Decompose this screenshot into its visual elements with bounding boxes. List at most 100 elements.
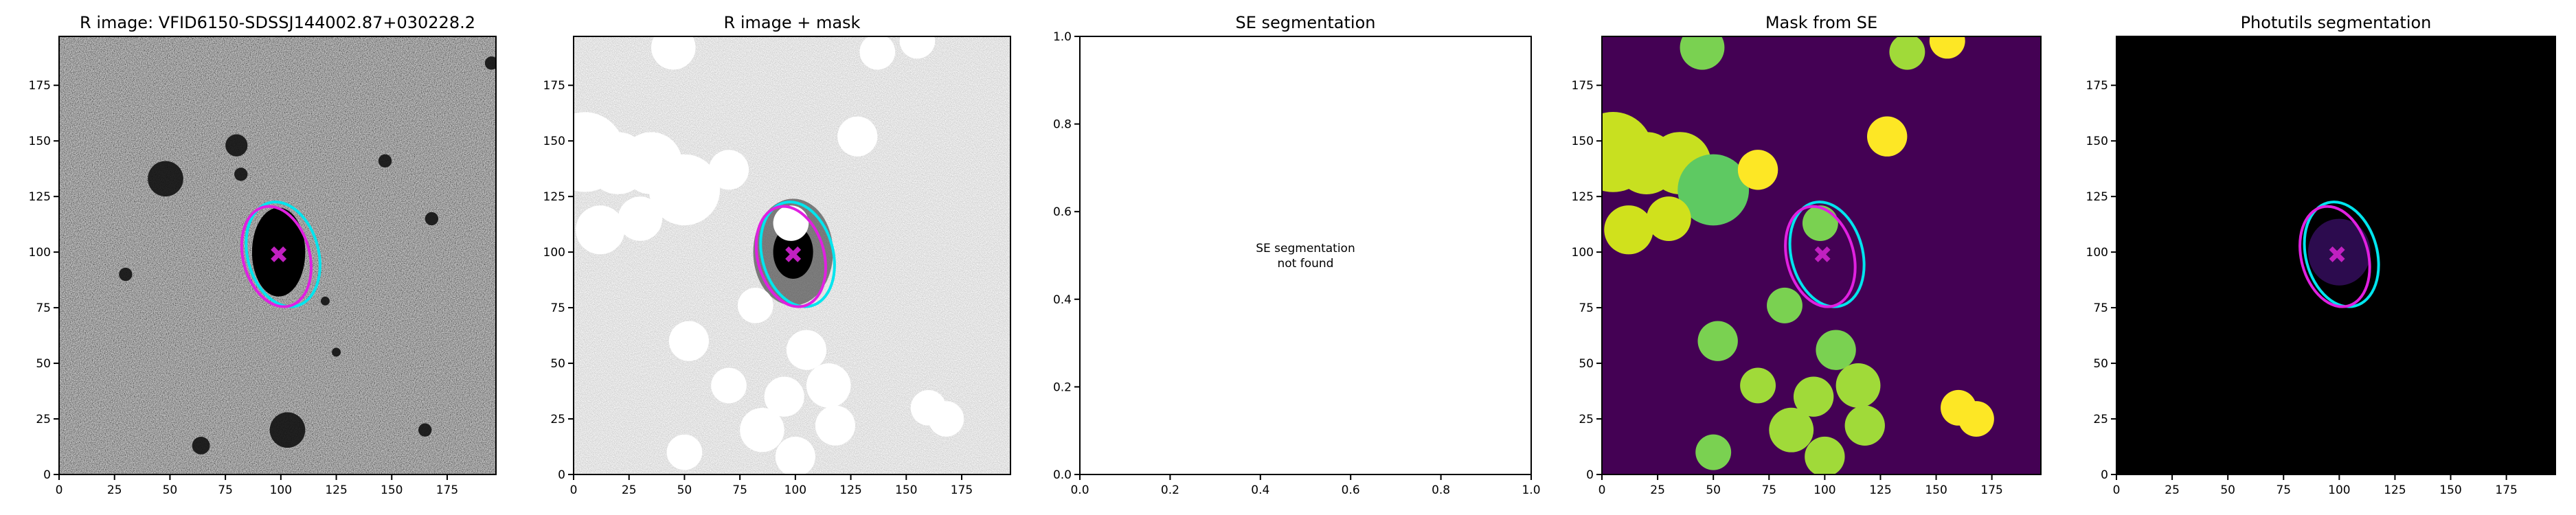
panel-title: R image: VFID6150-SDSSJ144002.87+030228.… bbox=[80, 13, 475, 32]
mask bbox=[775, 437, 815, 474]
y-tick-label: 175 bbox=[1572, 79, 1594, 93]
mask bbox=[740, 407, 784, 453]
mask bbox=[1740, 367, 1776, 404]
mask bbox=[837, 116, 878, 157]
y-tick-label: 150 bbox=[1572, 135, 1594, 148]
marker bbox=[271, 246, 287, 262]
mask bbox=[648, 154, 721, 226]
y-tick-label: 0.6 bbox=[1053, 205, 1072, 219]
x-tick-label: 175 bbox=[951, 483, 973, 497]
y-tick-label: 125 bbox=[2086, 190, 2108, 204]
mask bbox=[1604, 205, 1653, 255]
mask bbox=[576, 205, 625, 255]
y-tick-label: 25 bbox=[2093, 413, 2108, 426]
source bbox=[225, 134, 248, 157]
mask bbox=[815, 405, 856, 446]
x-tick-label: 100 bbox=[1814, 483, 1835, 497]
y-tick-label: 50 bbox=[36, 357, 51, 371]
y-tick-label: 100 bbox=[543, 246, 565, 260]
panel: 0 25 50 75 100 125 150 175 0 25 50 75 100 125 150 175 Ph… bbox=[2086, 13, 2556, 497]
mask bbox=[1793, 376, 1834, 417]
y-tick-label: 0.0 bbox=[1053, 468, 1072, 482]
source bbox=[378, 154, 392, 168]
y-tick-label: 175 bbox=[543, 79, 565, 93]
mask bbox=[618, 196, 663, 241]
x-tick-label: 0.0 bbox=[1070, 483, 1089, 497]
x-tick-label: 125 bbox=[325, 483, 347, 497]
source bbox=[234, 168, 248, 181]
x-tick-label: 150 bbox=[895, 483, 917, 497]
ellipse bbox=[754, 205, 827, 308]
source bbox=[119, 267, 133, 282]
x-tick-label: 75 bbox=[218, 483, 233, 497]
axes-frame bbox=[573, 36, 1011, 475]
marker bbox=[1814, 246, 1831, 262]
axes-frame bbox=[58, 36, 497, 475]
panel-title: SE segmentation bbox=[1236, 13, 1376, 32]
ellipse bbox=[1784, 205, 1857, 308]
y-tick-label: 0 bbox=[43, 468, 51, 482]
y-tick-label: 0.8 bbox=[1053, 118, 1072, 132]
x-tick-label: 1.0 bbox=[1522, 483, 1540, 497]
mask bbox=[666, 434, 703, 470]
ellipse bbox=[2298, 205, 2371, 308]
x-tick-label: 75 bbox=[2276, 483, 2291, 497]
y-tick-label: 150 bbox=[2086, 135, 2108, 148]
y-tick-label: 0.4 bbox=[1053, 293, 1072, 307]
mask bbox=[899, 36, 936, 59]
mask bbox=[1697, 321, 1738, 361]
mask bbox=[928, 401, 964, 437]
image bbox=[1080, 36, 1531, 474]
panel-title: Photutils segmentation bbox=[2241, 13, 2432, 32]
y-tick-label: 50 bbox=[550, 357, 565, 371]
mask bbox=[1646, 196, 1691, 241]
source bbox=[320, 296, 330, 306]
y-tick-label: 50 bbox=[2093, 357, 2108, 371]
mask bbox=[1929, 36, 1965, 59]
x-tick-label: 50 bbox=[1706, 483, 1721, 497]
source bbox=[418, 423, 432, 437]
x-tick-label: 125 bbox=[2384, 483, 2406, 497]
y-tick-label: 25 bbox=[36, 413, 51, 426]
y-tick-label: 75 bbox=[36, 301, 51, 315]
y-tick-label: 100 bbox=[29, 246, 51, 260]
ellipse bbox=[1788, 201, 1866, 308]
x-tick-label: 100 bbox=[2328, 483, 2350, 497]
mask bbox=[1805, 436, 1845, 474]
x-tick-label: 0 bbox=[2113, 483, 2121, 497]
mask bbox=[668, 321, 709, 361]
source bbox=[148, 161, 183, 197]
x-tick-label: 150 bbox=[1925, 483, 1947, 497]
mask bbox=[764, 376, 804, 417]
x-tick-label: 0 bbox=[56, 483, 63, 497]
y-tick-label: 25 bbox=[1579, 413, 1594, 426]
panel: 0 25 50 75 100 125 150 175 0 25 50 75 100 125 150 175 R … bbox=[543, 13, 1011, 497]
y-tick-label: 0 bbox=[2101, 468, 2108, 482]
y-tick-label: 175 bbox=[29, 79, 51, 93]
image-bg bbox=[1080, 36, 1531, 474]
x-tick-label: 0.4 bbox=[1251, 483, 1269, 497]
y-tick-label: 0.2 bbox=[1053, 380, 1072, 394]
ellipse bbox=[759, 201, 836, 308]
marker bbox=[785, 246, 802, 262]
x-tick-label: 50 bbox=[163, 483, 178, 497]
ellipse bbox=[240, 205, 313, 308]
x-tick-label: 75 bbox=[1761, 483, 1776, 497]
y-tick-label: 1.0 bbox=[1053, 30, 1072, 44]
source bbox=[269, 412, 306, 448]
image bbox=[1602, 36, 2041, 474]
mask bbox=[1769, 407, 1814, 453]
x-tick-label: 75 bbox=[732, 483, 747, 497]
mask bbox=[1767, 287, 1803, 323]
x-tick-label: 100 bbox=[270, 483, 292, 497]
mask bbox=[1680, 36, 1725, 70]
annotation: SE segmentation bbox=[1256, 242, 1355, 255]
y-tick-label: 150 bbox=[29, 135, 51, 148]
x-tick-label: 0.6 bbox=[1342, 483, 1360, 497]
x-tick-label: 0.8 bbox=[1432, 483, 1450, 497]
y-tick-label: 75 bbox=[1579, 301, 1594, 315]
y-tick-label: 100 bbox=[1572, 246, 1594, 260]
x-tick-label: 25 bbox=[1650, 483, 1665, 497]
axes-frame bbox=[1079, 36, 1532, 475]
